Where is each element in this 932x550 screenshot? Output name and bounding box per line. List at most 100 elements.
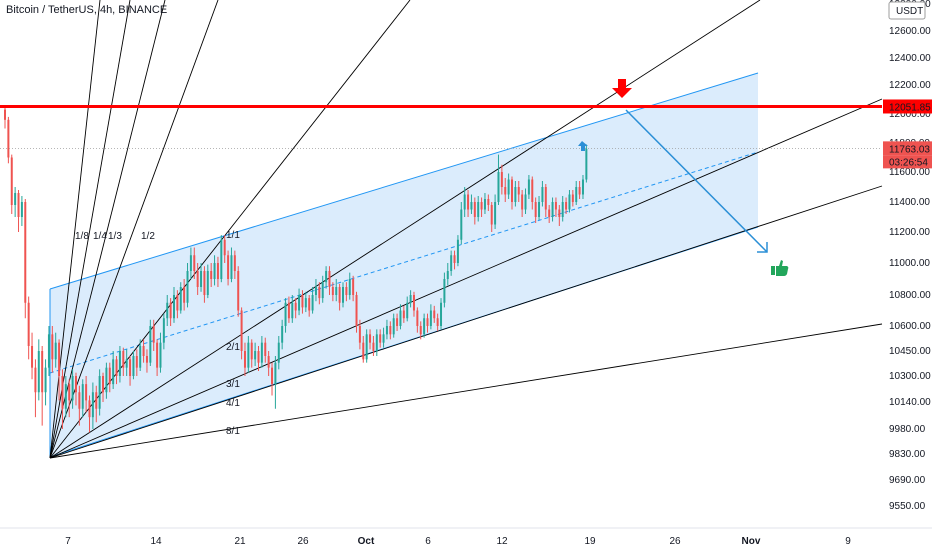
candle-body bbox=[369, 334, 372, 343]
candle-body bbox=[250, 342, 253, 360]
candle-body bbox=[145, 356, 148, 363]
candle-body bbox=[122, 351, 125, 368]
candle-body bbox=[277, 342, 280, 363]
x-tick-label: 6 bbox=[425, 536, 431, 547]
candle-body bbox=[17, 193, 20, 217]
fan-label: 2/1 bbox=[226, 342, 240, 353]
candle-body bbox=[504, 187, 507, 195]
candle-body bbox=[41, 351, 44, 393]
candle-body bbox=[335, 287, 338, 295]
candle-body bbox=[243, 351, 246, 368]
candle-body bbox=[193, 255, 196, 271]
last-price-tag bbox=[883, 141, 932, 156]
x-tick-label: 14 bbox=[150, 536, 162, 547]
y-tick-label: 10140.00 bbox=[889, 397, 931, 408]
candle-body bbox=[102, 376, 105, 393]
candle-body bbox=[511, 179, 513, 202]
candle-body bbox=[429, 310, 432, 326]
candle-body bbox=[325, 271, 328, 283]
candle-body bbox=[240, 310, 243, 351]
y-tick-label: 9980.00 bbox=[889, 424, 926, 435]
candle-body bbox=[267, 356, 270, 368]
candle-body bbox=[64, 384, 67, 409]
candle-body bbox=[47, 334, 50, 368]
fan-label: 1/1 bbox=[226, 230, 240, 241]
fan-line bbox=[49, 185, 883, 459]
candle-body bbox=[565, 202, 568, 210]
candle-body bbox=[581, 179, 584, 195]
candle-body bbox=[396, 318, 399, 326]
fan-label: 1/3 bbox=[108, 231, 122, 242]
candle-body bbox=[328, 271, 331, 287]
candle-body bbox=[85, 384, 88, 401]
y-tick-label: 11400.00 bbox=[889, 197, 930, 208]
fan-label: 3/1 bbox=[226, 379, 240, 390]
candle-body bbox=[142, 346, 145, 356]
candle-body bbox=[227, 255, 230, 279]
candle-body bbox=[450, 255, 453, 271]
candle-body bbox=[385, 326, 388, 335]
candle-body bbox=[166, 302, 169, 319]
candle-body bbox=[406, 302, 409, 319]
y-tick-label: 10600.00 bbox=[889, 321, 931, 332]
candle-body bbox=[71, 376, 74, 401]
candle-body bbox=[483, 199, 486, 210]
candle-body bbox=[287, 302, 290, 319]
candle-body bbox=[311, 295, 314, 311]
y-tick-label: 10800.00 bbox=[889, 290, 931, 301]
candle-body bbox=[558, 209, 561, 217]
candle-body bbox=[213, 263, 216, 279]
candle-body bbox=[284, 302, 287, 326]
candle-body bbox=[44, 367, 47, 393]
candle-body bbox=[352, 279, 355, 295]
candle-body bbox=[247, 342, 250, 368]
candle-body bbox=[514, 187, 517, 202]
candle-body bbox=[189, 255, 192, 271]
countdown-tag bbox=[883, 155, 932, 169]
y-tick-label: 11200.00 bbox=[889, 227, 930, 238]
fan-line bbox=[49, 0, 761, 459]
candle-body bbox=[460, 209, 463, 240]
candle-body bbox=[196, 271, 199, 287]
arrow-down-icon bbox=[612, 79, 632, 98]
candle-body bbox=[210, 271, 213, 279]
candle-body bbox=[480, 202, 483, 210]
candle-body bbox=[20, 202, 23, 217]
fan-label: 1/4 bbox=[93, 231, 107, 242]
candle-body bbox=[372, 342, 375, 351]
candle-body bbox=[156, 342, 159, 368]
x-tick-label: 21 bbox=[234, 536, 246, 547]
fan-line bbox=[49, 0, 101, 459]
projection-arrow-head bbox=[757, 242, 768, 253]
candle-body bbox=[392, 318, 395, 335]
channel-mid-line bbox=[49, 151, 759, 374]
candle-body bbox=[355, 295, 358, 326]
candle-body bbox=[463, 194, 466, 210]
candle-body bbox=[14, 193, 17, 205]
candle-body bbox=[37, 351, 40, 393]
candle-body bbox=[51, 334, 54, 360]
y-tick-label: 9830.00 bbox=[889, 449, 926, 460]
candle-body bbox=[477, 202, 480, 217]
fan-label: 4/1 bbox=[226, 398, 240, 409]
candle-body bbox=[375, 334, 378, 351]
candle-body bbox=[169, 302, 172, 319]
currency-box[interactable] bbox=[888, 1, 926, 20]
x-tick-label: 19 bbox=[584, 536, 596, 547]
x-tick-label: 26 bbox=[669, 536, 681, 547]
candle-body bbox=[294, 302, 297, 311]
candle-body bbox=[348, 279, 351, 295]
candle-body bbox=[487, 199, 490, 205]
candle-body bbox=[416, 310, 419, 326]
candle-body bbox=[271, 367, 274, 385]
candle-body bbox=[223, 239, 226, 256]
y-tick-label: 12400.00 bbox=[889, 53, 931, 64]
candle-body bbox=[331, 287, 334, 295]
channel-upper-line bbox=[49, 72, 759, 290]
x-tick-label: 26 bbox=[297, 536, 309, 547]
candle-body bbox=[419, 326, 422, 335]
candle-body bbox=[159, 342, 162, 368]
candle-body bbox=[24, 202, 27, 303]
candle-body bbox=[129, 359, 132, 376]
